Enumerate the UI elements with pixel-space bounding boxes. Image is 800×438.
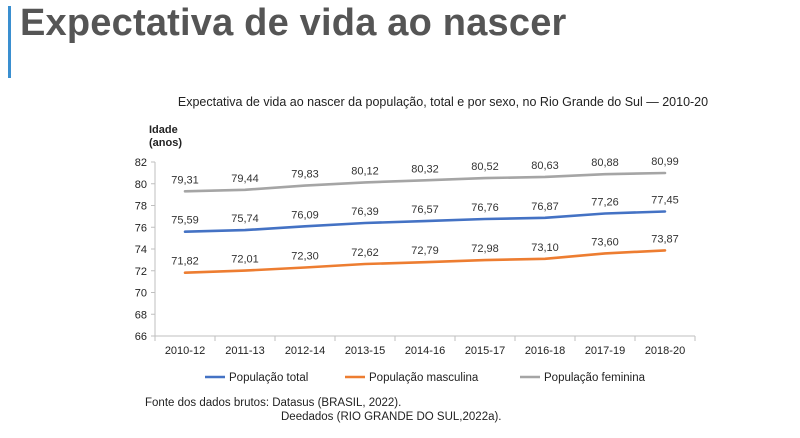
accent-bar: [8, 6, 11, 78]
data-label: 80,52: [471, 161, 499, 173]
series-line-1: [183, 210, 667, 233]
data-label: 73,87: [651, 233, 679, 245]
chart-plot-area: 75,59 75,74 76,09 76,39 76,57 76,76 76,87 77,26…: [171, 156, 679, 275]
source-note: Fonte dos dados brutos: Datasus (BRASIL,…: [145, 396, 502, 424]
data-label: 77,26: [591, 197, 619, 209]
x-tick-label: 2014-16: [405, 345, 445, 357]
y-tick-label: 80: [135, 179, 147, 191]
source-line-1: Fonte dos dados brutos: Datasus (BRASIL,…: [145, 397, 402, 409]
slide-title: Expectativa de vida ao nascer: [20, 2, 567, 44]
data-label: 79,31: [171, 174, 199, 186]
data-label: 75,59: [171, 215, 199, 227]
chart-title: Expectativa de vida ao nascer da populaç…: [178, 95, 708, 109]
x-tick-label: 2017-19: [585, 345, 625, 357]
data-label: 80,88: [591, 157, 619, 169]
source-line-2: Deedados (RIO GRANDE DO SUL,2022a).: [281, 411, 502, 423]
data-label: 72,62: [351, 247, 379, 259]
series-line-3: [183, 171, 667, 193]
data-label: 73,10: [531, 242, 559, 254]
data-label: 79,44: [231, 173, 259, 185]
y-tick-label: 66: [135, 331, 147, 343]
data-label: 72,01: [231, 254, 259, 266]
data-label: 76,39: [351, 206, 379, 218]
x-tick-label: 2018-20: [645, 345, 685, 357]
x-tick-label: 2016-18: [525, 345, 565, 357]
y-tick-label: 76: [135, 222, 147, 234]
y-tick-label: 72: [135, 266, 147, 278]
data-label: 72,79: [411, 245, 439, 257]
data-label: 72,30: [291, 250, 319, 262]
data-label: 76,09: [291, 209, 319, 221]
x-tick-label: 2012-14: [285, 345, 325, 357]
data-label: 79,83: [291, 169, 319, 181]
x-tick-label: 2015-17: [465, 345, 505, 357]
data-label: 80,32: [411, 163, 439, 175]
data-label: 76,57: [411, 204, 439, 216]
legend-label: População feminina: [544, 372, 646, 384]
y-axis-label-line1: Idade: [149, 124, 178, 136]
y-tick-label: 82: [135, 157, 147, 169]
y-tick-label: 70: [135, 288, 147, 300]
legend-label: População masculina: [369, 372, 479, 384]
x-tick-label: 2013-15: [345, 345, 385, 357]
y-tick-label: 68: [135, 309, 147, 321]
data-label: 80,63: [531, 160, 559, 172]
series-line-2: [183, 249, 667, 275]
data-label: 77,45: [651, 194, 679, 206]
chart-legend: População total População masculina Popula…: [205, 372, 646, 384]
data-label: 75,74: [231, 213, 259, 225]
data-label: 72,98: [471, 243, 499, 255]
data-label: 80,99: [651, 156, 679, 168]
x-tick-label: 2010-12: [165, 345, 205, 357]
y-tick-label: 74: [135, 244, 147, 256]
data-label: 76,76: [471, 202, 499, 214]
legend-label: População total: [229, 372, 308, 384]
data-label: 76,87: [531, 201, 559, 213]
y-tick-label: 78: [135, 201, 147, 213]
data-label: 80,12: [351, 165, 379, 177]
y-axis-label-line2: (anos): [149, 137, 182, 149]
chart-axes: 66 68 70 72 74 76 78 80 82 2010-12 2011-13 2012-14 2…: [135, 157, 696, 357]
data-label: 73,60: [591, 236, 619, 248]
data-label: 71,82: [171, 256, 199, 268]
x-tick-label: 2011-13: [225, 345, 265, 357]
